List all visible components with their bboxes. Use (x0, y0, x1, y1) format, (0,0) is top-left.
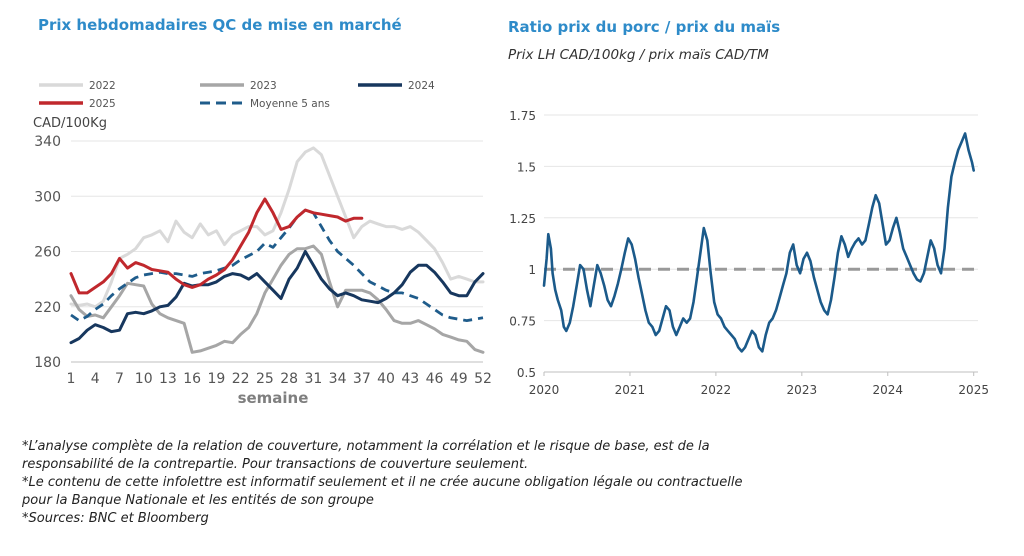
y-tick-label: 340 (34, 134, 61, 150)
x-tick-label: 1 (67, 371, 76, 387)
y-tick-label: 0.75 (509, 315, 536, 329)
x-tick-label: 7 (115, 371, 124, 387)
series-line-moyenne-5-ans (70, 208, 484, 323)
left-chart-title: Prix hebdomadaires QC de mise en marché (38, 16, 402, 34)
x-tick-label: 2023 (787, 383, 818, 397)
x-tick-label: 4 (91, 371, 100, 387)
series-line-2024 (69, 250, 485, 345)
footnote-line: *Sources: BNC et Bloomberg (22, 511, 209, 526)
legend-label: 2024 (408, 80, 435, 92)
x-tick-label: 22 (232, 371, 250, 387)
weekly-price-chart: 180 220 260 300 340 1 4 7 10 13 16 19 22 25 28 31 34 37 40… (33, 80, 492, 407)
footnote-line: *L’analyse complète de la relation de co… (22, 439, 710, 454)
x-tick-label: 43 (401, 371, 419, 387)
y-tick-label: 180 (34, 355, 61, 371)
x-axis-label: semaine (238, 389, 309, 407)
x-tick-label: 46 (426, 371, 444, 387)
x-tick-label: 37 (353, 371, 371, 387)
hog-corn-ratio-chart: 0.5 0.75 1 1.25 1.5 1.75 2020 2021 2022 2023 2024 2… (509, 109, 989, 397)
right-chart-subtitle: Prix LH CAD/100kg / prix maïs CAD/TM (508, 47, 769, 63)
y-tick-label: 1.5 (517, 160, 536, 174)
x-tick-label: 34 (329, 371, 347, 387)
y-tick-label: 1.75 (509, 109, 536, 123)
legend-label: Moyenne 5 ans (250, 98, 330, 110)
x-tick-label: 2025 (958, 383, 989, 397)
x-tick-label: 31 (304, 371, 322, 387)
y-axis-label: CAD/100Kg (33, 116, 107, 131)
right-chart-title: Ratio prix du porc / prix du maïs (508, 18, 781, 36)
x-tick-label: 52 (474, 371, 492, 387)
x-tick-label: 40 (377, 371, 395, 387)
legend-label: 2023 (250, 80, 277, 92)
series-line-2025 (69, 197, 364, 295)
x-tick-label: 13 (159, 371, 177, 387)
ratio-series-line (542, 132, 976, 353)
x-tick-label: 28 (280, 371, 298, 387)
y-tick-label: 260 (34, 245, 61, 261)
y-tick-label: 300 (34, 189, 61, 205)
x-tick-label: 19 (207, 371, 225, 387)
footnote-line: responsabilité de la contrepartie. Pour … (22, 457, 529, 472)
x-tick-label: 25 (256, 371, 274, 387)
x-tick-label: 2021 (615, 383, 646, 397)
x-tick-label: 10 (135, 371, 153, 387)
y-tick-label: 1.25 (509, 212, 536, 226)
y-tick-label: 0.5 (517, 366, 536, 380)
footnotes: *L’analyse complète de la relation de co… (22, 438, 1002, 528)
series-line-2023 (69, 244, 485, 354)
y-tick-label: 1 (528, 263, 536, 277)
x-tick-label: 16 (183, 371, 201, 387)
x-tick-label: 2024 (872, 383, 903, 397)
y-tick-label: 220 (34, 300, 61, 316)
x-tick-label: 2022 (701, 383, 732, 397)
x-tick-label: 2020 (529, 383, 560, 397)
legend-label: 2025 (89, 98, 116, 110)
footnote-line: pour la Banque Nationale et les entités … (22, 493, 374, 508)
footnote-line: *Le contenu de cette infolettre est info… (22, 475, 743, 490)
x-tick-label: 49 (450, 371, 468, 387)
legend-label: 2022 (89, 80, 116, 92)
